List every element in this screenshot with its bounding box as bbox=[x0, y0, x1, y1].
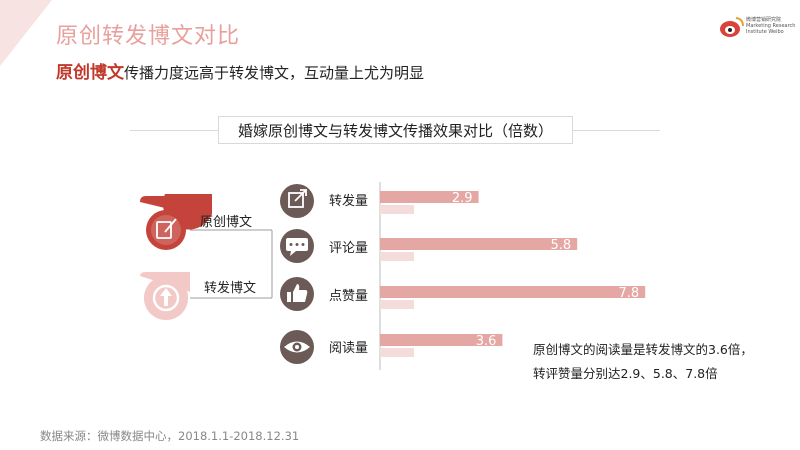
note-line-1: 原创博文的阅读量是转发博文的3.6倍， bbox=[533, 342, 753, 357]
bar-repost-2 bbox=[380, 300, 414, 309]
note-line-2: 转评赞量分别达2.9、5.8、7.8倍 bbox=[533, 366, 718, 381]
bar-value-label-1: 5.8 bbox=[551, 238, 572, 253]
page-title: 原创转发博文对比 bbox=[56, 24, 241, 49]
edit-icon bbox=[156, 218, 177, 239]
bar-original-0 bbox=[380, 191, 479, 203]
share-box-icon bbox=[280, 184, 314, 218]
bar-value-label-0: 2.9 bbox=[452, 191, 473, 206]
category-label-3: 阅读量 bbox=[329, 341, 368, 356]
subtitle-highlight: 原创博文 bbox=[56, 63, 124, 83]
corner-decoration bbox=[0, 0, 52, 66]
category-label-2: 点赞量 bbox=[329, 289, 368, 304]
bar-original-1 bbox=[380, 238, 578, 250]
source-note: 数据来源：微博数据中心，2018.1.1-2018.12.31 bbox=[40, 429, 300, 443]
share-arrow-icon bbox=[152, 284, 180, 312]
bar-original-2 bbox=[380, 286, 646, 298]
chart-note: 原创博文的阅读量是转发博文的3.6倍， 转评赞量分别达2.9、5.8、7.8倍 bbox=[533, 338, 753, 386]
weibo-logo: 微博营销研究院 Marketing Research Institute Wei… bbox=[718, 14, 796, 44]
comment-icon bbox=[280, 229, 314, 263]
bar-repost-0 bbox=[380, 205, 414, 214]
weibo-eye-icon bbox=[720, 17, 744, 37]
legend-repost: 转发博文 bbox=[140, 272, 272, 320]
category-label-0: 转发量 bbox=[329, 193, 368, 209]
bar-repost-3 bbox=[380, 348, 414, 357]
bar-original-3 bbox=[380, 334, 503, 346]
eye-icon bbox=[280, 330, 314, 364]
subtitle: 原创博文传播力度远高于转发博文，互动量上尤为明显 bbox=[56, 58, 424, 83]
legend-repost-label: 转发博文 bbox=[204, 280, 256, 296]
logo-text: 微博营销研究院 Marketing Research Institute Wei… bbox=[746, 17, 796, 35]
category-label-1: 评论量 bbox=[329, 241, 368, 256]
chart-title: 婚嫁原创博文与转发博文传播效果对比（倍数） bbox=[218, 116, 573, 144]
bar-value-label-2: 7.8 bbox=[619, 286, 640, 301]
thumbs-up-icon bbox=[280, 277, 314, 311]
legend-original-label: 原创博文 bbox=[200, 215, 252, 230]
legend-original: 原创博文 bbox=[140, 194, 272, 250]
subtitle-rest: 传播力度远高于转发博文，互动量上尤为明显 bbox=[124, 64, 425, 82]
bar-repost-1 bbox=[380, 252, 414, 261]
bar-value-label-3: 3.6 bbox=[476, 334, 497, 349]
